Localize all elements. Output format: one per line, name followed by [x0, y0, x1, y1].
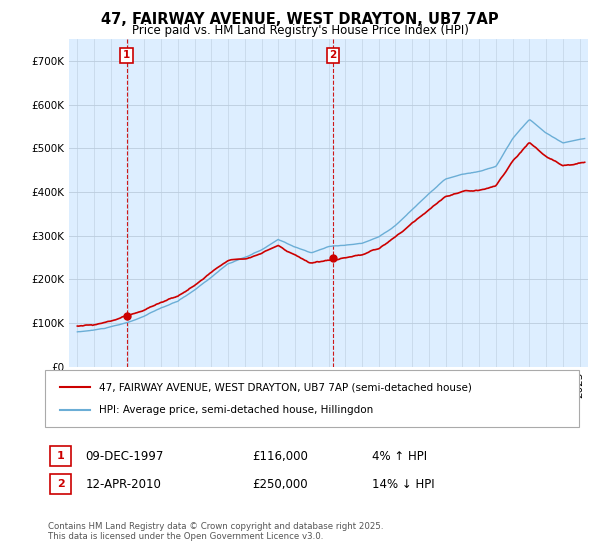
Text: £250,000: £250,000: [252, 478, 308, 491]
Text: 12-APR-2010: 12-APR-2010: [85, 478, 161, 491]
Text: 09-DEC-1997: 09-DEC-1997: [85, 450, 164, 463]
Text: 4% ↑ HPI: 4% ↑ HPI: [372, 450, 427, 463]
Text: 1: 1: [123, 50, 130, 60]
Text: 2: 2: [57, 479, 64, 489]
Text: Contains HM Land Registry data © Crown copyright and database right 2025.
This d: Contains HM Land Registry data © Crown c…: [48, 522, 383, 542]
Text: 47, FAIRWAY AVENUE, WEST DRAYTON, UB7 7AP (semi-detached house): 47, FAIRWAY AVENUE, WEST DRAYTON, UB7 7A…: [99, 382, 472, 393]
Text: 14% ↓ HPI: 14% ↓ HPI: [372, 478, 434, 491]
Text: HPI: Average price, semi-detached house, Hillingdon: HPI: Average price, semi-detached house,…: [99, 405, 373, 415]
Text: 2: 2: [329, 50, 337, 60]
Text: Price paid vs. HM Land Registry's House Price Index (HPI): Price paid vs. HM Land Registry's House …: [131, 24, 469, 36]
Text: 1: 1: [57, 451, 64, 461]
Text: 47, FAIRWAY AVENUE, WEST DRAYTON, UB7 7AP: 47, FAIRWAY AVENUE, WEST DRAYTON, UB7 7A…: [101, 12, 499, 27]
Text: £116,000: £116,000: [252, 450, 308, 463]
